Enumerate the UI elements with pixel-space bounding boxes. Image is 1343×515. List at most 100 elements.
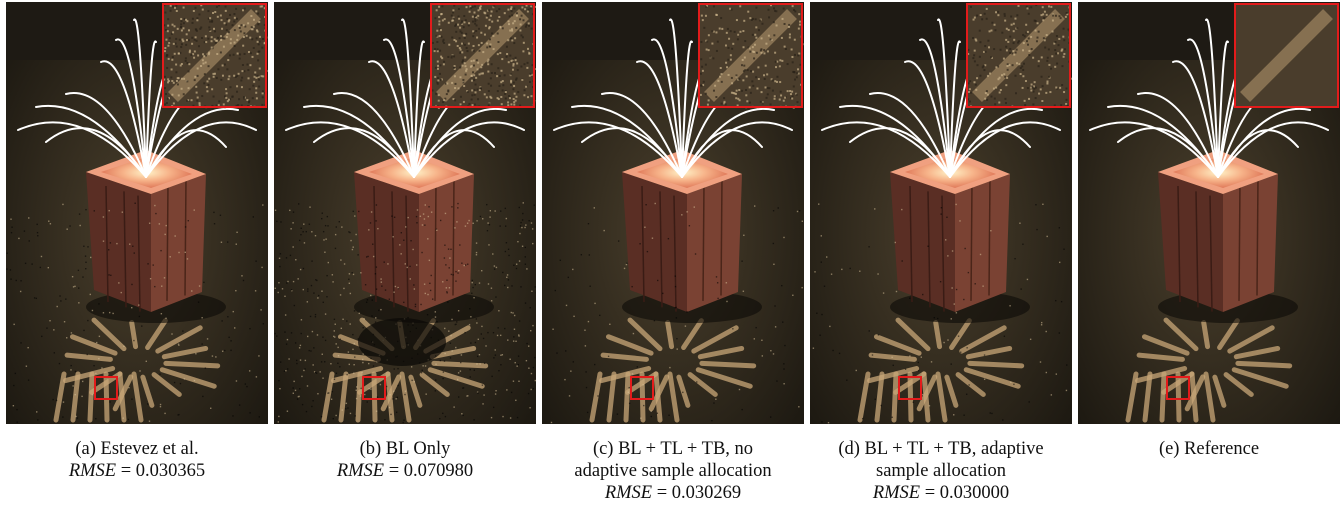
rmse-label: RMSE (604, 483, 653, 503)
caustic-ray (1227, 325, 1275, 354)
render-noise (550, 202, 804, 424)
caustic-ray (1231, 367, 1289, 389)
caustic-ray (419, 372, 450, 397)
caption-d: (d) BL + TL + TB, adaptive sample allocat… (810, 438, 1072, 504)
caustic-ray (1136, 352, 1185, 362)
caustic-ray (330, 366, 384, 384)
caustic-ray (873, 334, 922, 356)
caustic-ray (140, 374, 155, 408)
caustic-ray (639, 371, 646, 423)
dark-noise-region (358, 318, 446, 366)
zoom-inset-border (162, 3, 267, 108)
caustic-ray (653, 371, 663, 423)
light-strands (821, 18, 1061, 178)
light-strands (1089, 18, 1329, 178)
caption-text-line: (b) BL Only (359, 439, 451, 459)
caption-e: (e) Reference (1078, 438, 1340, 460)
caustic-ray (949, 318, 972, 351)
highlight-region (898, 376, 922, 400)
rmse-label: RMSE (336, 461, 385, 481)
caustic-ray (1134, 366, 1188, 384)
caustic-ray (676, 374, 691, 408)
caustic-ray (155, 325, 203, 354)
caustic-ray (1223, 372, 1254, 397)
caption-c: (c) BL + TL + TB, no adaptive sample allo… (542, 438, 804, 504)
render-noise (6, 202, 265, 423)
rmse-number: = 0.030269 (652, 483, 742, 503)
caustic-ray (1159, 371, 1167, 423)
caustic-ray (965, 345, 1013, 360)
caustic-ray (891, 371, 899, 423)
caustic-ray (874, 371, 885, 423)
render-panel-b (274, 2, 536, 424)
caustic-ray (665, 320, 675, 350)
caustic-ray (921, 371, 931, 423)
caustic-ray (691, 325, 739, 354)
caustic-ray (1212, 374, 1227, 408)
caustic-ray (399, 371, 412, 423)
caustic-ray (91, 317, 127, 352)
caustic-ray (429, 345, 477, 360)
caustic-ray (907, 371, 914, 423)
caption-text-line: adaptive sample allocation (574, 461, 772, 481)
caustic-ray (117, 371, 127, 423)
caustic-ray (933, 320, 943, 350)
caustic-ray (431, 360, 489, 369)
caustic-ray (589, 371, 603, 423)
caustic-ray (427, 367, 485, 389)
caustic-ray (70, 371, 81, 423)
rmse-value: RMSE = 0.070980 (274, 460, 536, 482)
zoom-inset (1234, 3, 1339, 108)
caustic-ray (598, 366, 652, 384)
caustic-ray (623, 371, 631, 423)
caustic-ray (338, 371, 349, 423)
caustic-ray (408, 374, 423, 408)
zoom-inset (430, 3, 536, 109)
caustic-pattern (866, 317, 1025, 412)
rmse-number: = 0.030365 (116, 461, 206, 481)
caustic-ray (1175, 371, 1182, 423)
caustic-ray (687, 372, 718, 397)
zoom-inset-border (430, 3, 535, 108)
render-panel-d (810, 2, 1072, 424)
caustic-pattern (1134, 317, 1293, 412)
render-panel-e (1078, 2, 1340, 424)
caustic-ray (895, 317, 931, 352)
rmse-number: = 0.070980 (384, 461, 474, 481)
caustic-ray (1163, 317, 1199, 352)
caustic-ray (151, 372, 182, 397)
caustic-ray (955, 372, 986, 397)
caustic-ray (866, 366, 920, 384)
caustic-ray (87, 371, 95, 423)
caustic-ray (695, 367, 753, 389)
caustic-ray (600, 352, 649, 362)
caustic-ray (935, 371, 948, 423)
caption-a: (a) Estevez et al. RMSE = 0.030365 (6, 438, 268, 482)
render-panel-c (542, 2, 804, 424)
caustic-ray (53, 371, 67, 423)
rmse-number: = 0.030000 (920, 483, 1010, 503)
caustic-ray (69, 334, 118, 356)
rmse-value: RMSE = 0.030000 (810, 482, 1072, 504)
caustic-ray (699, 360, 757, 369)
highlight-region (1166, 376, 1190, 400)
caption-text-line: (a) Estevez et al. (75, 439, 199, 459)
zoom-inset-border (966, 3, 1071, 108)
highlight-region (630, 376, 654, 400)
caustic-ray (857, 371, 871, 423)
caption-text-line: sample allocation (876, 461, 1006, 481)
caustic-ray (667, 371, 680, 423)
figure-row (6, 2, 1340, 424)
caustic-ray (131, 371, 144, 423)
render-noise (812, 203, 1068, 424)
caustic-ray (145, 318, 168, 351)
caustic-ray (129, 320, 139, 350)
caustic-ray (355, 371, 363, 423)
caustic-ray (103, 371, 110, 423)
caption-text-line: (c) BL + TL + TB, no (592, 439, 754, 459)
zoom-inset-border (698, 3, 803, 108)
caustic-ray (627, 317, 663, 352)
highlight-region (362, 376, 386, 400)
caustic-ray (697, 345, 745, 360)
caustic-ray (1203, 371, 1216, 423)
